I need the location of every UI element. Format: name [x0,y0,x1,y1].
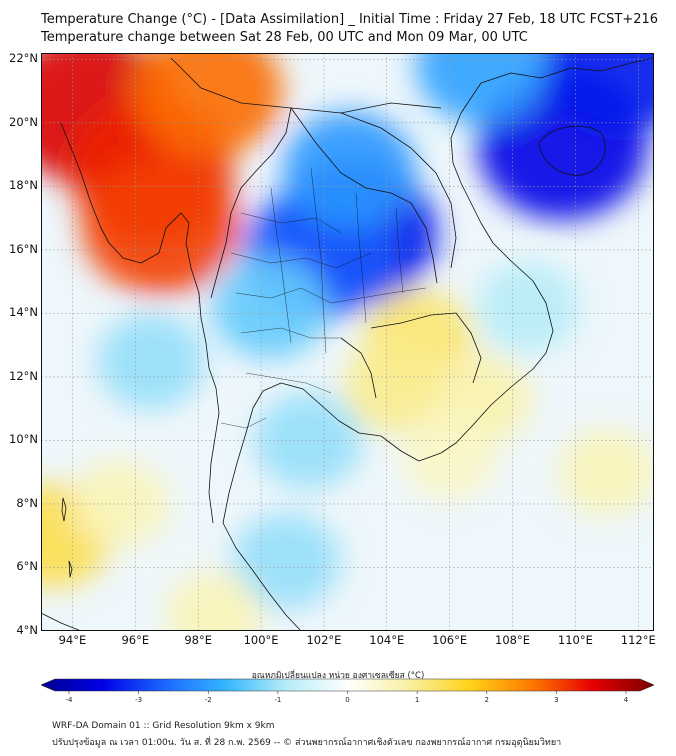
field-blob [282,111,416,230]
lon-tick-label: 108°E [495,633,531,647]
field-blob [232,513,341,610]
colorbar-tick-label: -2 [205,696,212,704]
lat-tick-label: 6°N [16,559,38,574]
coastline-sumatra [41,612,82,631]
lat-tick-label: 10°N [9,432,38,447]
lon-tick-label: 94°E [58,633,87,647]
lon-tick-label: 100°E [243,633,279,647]
colorbar-strip [41,678,654,692]
lon-tick-label: 102°E [306,633,342,647]
temperature-field [41,53,654,631]
coastline-hainan [538,125,606,176]
field-blob [558,429,654,516]
colorbar: -4 -3 -2 -1 0 1 2 3 4 [41,678,654,704]
colorbar-tick-label: -1 [274,696,281,704]
lat-tick-label: 12°N [9,368,38,383]
colorbar-tick-label: 1 [415,696,419,704]
field-blob [415,53,547,124]
border-china [170,57,442,114]
field-blob [540,53,654,132]
footer-model-info: WRF-DA Domain 01 :: Grid Resolution 9km … [52,721,275,731]
lon-tick-label: 98°E [184,633,212,647]
country-borders [170,57,482,399]
field-blob [343,339,449,434]
colorbar-tick-label: 4 [624,696,629,704]
lat-tick-label: 22°N [9,51,38,66]
field-blob [132,53,283,158]
lat-tick-label: 14°N [9,305,38,320]
lon-tick-label: 110°E [557,633,593,647]
coastlines [41,57,654,631]
field-blob [254,392,363,489]
chart-subtitle: Temperature change between Sat 28 Feb, 0… [41,30,528,45]
province-borders [220,167,427,429]
island-nicobar [68,560,73,578]
coastline-myanmar-bay [60,122,217,389]
lat-tick-label: 8°N [16,495,38,510]
border-thailand-myanmar [210,107,292,299]
border-laos-vietnam [340,112,457,269]
lat-tick-label: 4°N [16,623,38,637]
lat-tick-label: 16°N [9,241,38,256]
lon-tick-label: 112°E [620,633,656,647]
border-thai-cambodia [340,337,377,399]
field-blob [81,154,240,295]
field-blob [477,261,580,353]
lon-tick-label: 106°E [432,633,468,647]
colorbar-label: อุณหภูมิเปลี่ยนแปลง หน่วย องศาเซลเซียส (… [251,671,425,681]
colorbar-tick-label: -4 [66,696,74,704]
field-blob [212,255,329,359]
lon-tick-label: 96°E [121,633,150,647]
chart-title: Temperature Change (°C) - [Data Assimila… [41,12,659,27]
border-laos-thailand [290,107,438,284]
coastline-cambodia-vietnam [380,57,654,462]
field-blob [165,571,263,631]
footer-update-info: ปรับปรุงข้อมูล ณ เวลา 01:00น. วัน ส. ที่… [52,738,562,748]
lon-tick-label: 104°E [369,633,405,647]
colorbar-tick-label: 0 [345,696,349,704]
field-blob [402,414,497,499]
field-blob [71,460,168,548]
colorbar-tick-label: 2 [485,696,489,704]
island-andaman [61,497,67,522]
lat-tick-label: 18°N [9,178,38,193]
field-blob [97,313,205,410]
colorbar-tick-label: 3 [554,696,558,704]
coastline-gulf-thailand [222,382,382,524]
coastline-tenasserim [208,387,220,524]
coastline-malay-peninsula [222,522,302,631]
temperature-change-map [41,53,654,631]
graticule [41,53,654,631]
colorbar-tick-label: -3 [135,696,142,704]
lat-tick-label: 20°N [9,114,38,129]
border-cambodia [370,312,482,384]
